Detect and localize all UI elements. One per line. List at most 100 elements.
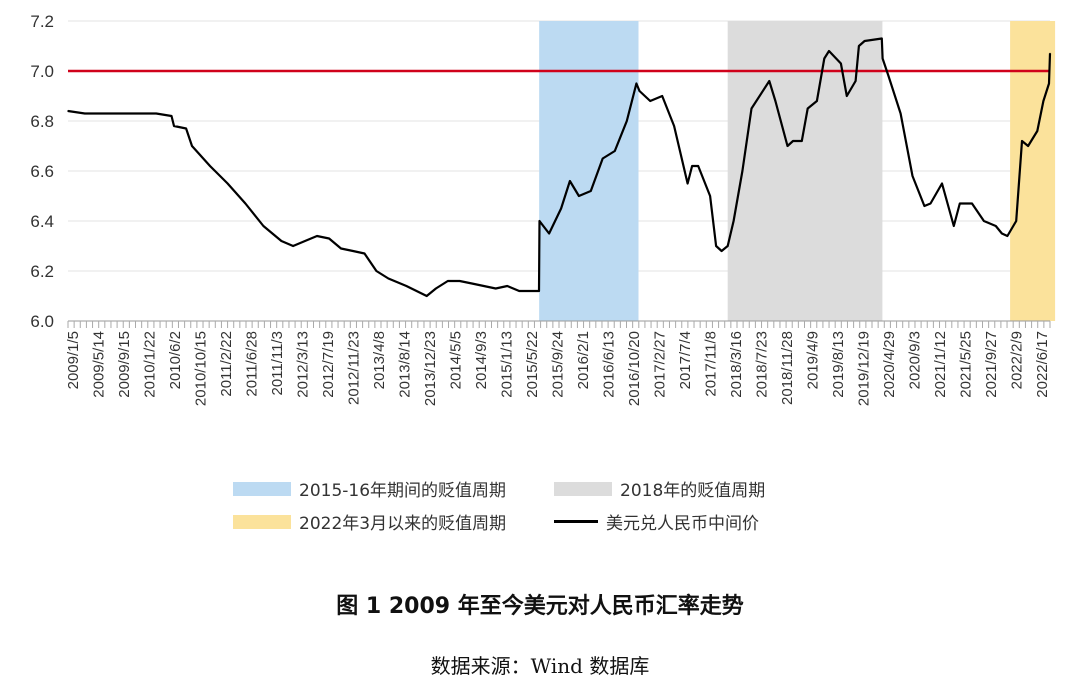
x-tick-label: 2019/4/9 xyxy=(805,331,822,389)
data-point xyxy=(483,285,485,287)
legend-item-line: 美元兑人民币中间价 xyxy=(554,509,759,534)
x-tick-label: 2014/5/5 xyxy=(448,331,465,389)
x-tick-label: 2010/1/22 xyxy=(142,331,159,398)
data-point xyxy=(899,112,902,115)
x-tick-label: 2011/6/28 xyxy=(244,331,261,397)
exchange-rate-chart: 6.06.26.46.66.87.07.2 2009/1/5 2009/5/14 2… xyxy=(30,12,1056,406)
data-point xyxy=(363,252,366,255)
x-tick-label: 2012/11/23 xyxy=(346,331,363,405)
x-tick-label: 2016/6/13 xyxy=(601,331,618,398)
legend-label: 2015-16年期间的贬值周期 xyxy=(299,481,507,501)
data-point xyxy=(1048,82,1050,85)
data-point xyxy=(538,290,540,292)
data-point xyxy=(1015,220,1017,222)
data-point xyxy=(638,90,641,92)
legend-label: 2022年3月以来的贬值周期 xyxy=(299,514,507,534)
y-tick-label: 6.0 xyxy=(30,312,54,331)
data-point xyxy=(801,140,803,142)
x-tick-label: 2021/9/27 xyxy=(983,331,1000,398)
data-point xyxy=(542,225,545,227)
data-point xyxy=(1042,100,1045,102)
data-point xyxy=(614,150,616,152)
data-point xyxy=(548,232,550,235)
data-point xyxy=(750,107,753,110)
data-point xyxy=(226,182,229,185)
data-point xyxy=(560,207,562,210)
x-tick-label: 2009/5/14 xyxy=(91,331,108,398)
series-line-layer xyxy=(67,37,1052,298)
data-point xyxy=(1021,140,1023,142)
data-point xyxy=(170,115,173,117)
x-tick-label: 2011/2/22 xyxy=(218,331,235,397)
x-tick-label: 2022/6/17 xyxy=(1034,331,1051,398)
data-point xyxy=(741,170,744,172)
y-tick-label: 7.0 xyxy=(30,62,54,81)
data-point xyxy=(405,285,408,287)
legend-item-gray-period: 2018年的贬值周期 xyxy=(554,476,765,501)
legend-swatch-blue xyxy=(233,481,291,496)
x-tick-label: 2022/2/9 xyxy=(1009,331,1026,389)
data-point xyxy=(1036,130,1039,132)
data-point xyxy=(155,112,158,115)
data-point xyxy=(635,82,638,85)
data-point xyxy=(923,205,926,207)
x-tick-label: 2015/1/13 xyxy=(499,331,516,398)
legend-label: 2018年的贬值周期 xyxy=(620,481,766,501)
data-point xyxy=(983,220,985,222)
x-tick-label: 2016/10/20 xyxy=(626,331,643,406)
data-point xyxy=(387,277,390,280)
x-tick-label: 2012/7/19 xyxy=(320,331,337,398)
x-tick-label: 2010/6/2 xyxy=(167,331,184,389)
data-point xyxy=(589,190,592,192)
x-tick-label: 2016/2/1 xyxy=(575,331,592,389)
data-point xyxy=(625,120,628,122)
x-tick-label: 2011/11/3 xyxy=(269,331,286,396)
data-point xyxy=(292,245,294,247)
data-point xyxy=(911,175,914,177)
data-point xyxy=(1049,52,1051,55)
x-tick-label: 2017/2/27 xyxy=(652,331,669,398)
x-tick-label: 2013/4/8 xyxy=(371,331,388,389)
data-point xyxy=(806,107,809,110)
data-point xyxy=(929,202,932,205)
x-tick-label: 2013/12/23 xyxy=(422,331,439,406)
data-point xyxy=(854,80,857,82)
data-point xyxy=(84,112,86,115)
data-point xyxy=(375,270,378,272)
data-point xyxy=(209,165,211,167)
data-point xyxy=(340,247,342,250)
figure-title: 图 1 2009 年至今美元对人民币汇率走势 xyxy=(336,594,744,619)
data-point xyxy=(959,202,961,205)
data-point xyxy=(881,37,883,40)
data-point xyxy=(823,57,826,60)
data-point xyxy=(119,112,122,115)
data-point xyxy=(316,235,318,237)
y-tick-label: 6.6 xyxy=(30,162,54,181)
data-point xyxy=(458,280,461,282)
y-tick-label: 7.2 xyxy=(30,12,54,31)
data-point xyxy=(786,145,789,147)
shaded-period xyxy=(539,21,639,321)
data-point xyxy=(601,157,604,160)
y-tick-labels: 6.0 6.2 6.4 6.6 6.8 7.0 7.2 xyxy=(30,12,54,331)
x-tick-label: 2020/4/29 xyxy=(881,331,898,398)
data-point xyxy=(447,280,449,282)
data-point xyxy=(661,95,663,97)
data-point xyxy=(435,287,437,290)
x-tick-label: 2018/7/23 xyxy=(754,331,771,398)
data-point xyxy=(858,45,860,47)
x-tick-label: 2015/9/24 xyxy=(550,331,567,398)
data-point xyxy=(191,145,193,147)
shaded-period xyxy=(727,21,883,321)
data-source: 数据来源：Wind 数据库 xyxy=(430,654,650,678)
data-point xyxy=(673,125,675,127)
x-tick-label: 2010/10/15 xyxy=(193,331,210,406)
data-point xyxy=(304,240,306,242)
data-point xyxy=(471,282,473,285)
data-point xyxy=(941,182,943,185)
data-point xyxy=(352,250,354,252)
data-point xyxy=(697,165,699,167)
x-tick-label: 2018/11/28 xyxy=(779,331,796,405)
data-point xyxy=(715,245,717,247)
axes xyxy=(67,320,1051,328)
